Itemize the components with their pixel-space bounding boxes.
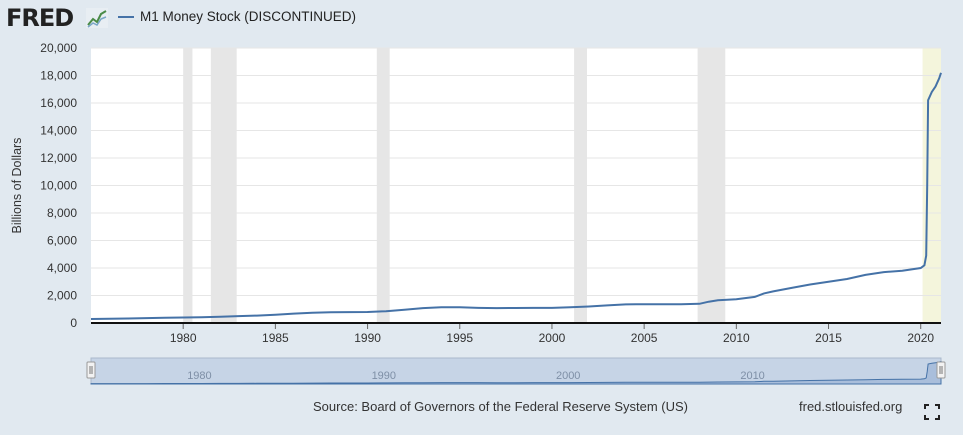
navigator-handle-body[interactable] [86, 361, 96, 379]
chart-legend[interactable]: M1 Money Stock (DISCONTINUED) [118, 9, 356, 24]
navigator-label: 2000 [556, 370, 580, 382]
x-tick-label: 2010 [723, 331, 750, 345]
fred-logo[interactable]: FRED [6, 4, 74, 32]
fred-graph-icon[interactable] [86, 8, 108, 28]
navigator-selection[interactable] [90, 357, 942, 385]
y-tick-label: 6,000 [47, 234, 77, 248]
x-tick-label: 1985 [262, 331, 289, 345]
main-chart[interactable]: 0 2,000 4,000 6,000 8,000 10,000 12,000 14,000 1… [0, 40, 963, 345]
series-line-m1[interactable] [90, 72, 942, 320]
y-tick-label: 4,000 [47, 261, 77, 275]
fullscreen-icon[interactable] [924, 404, 940, 420]
y-tick-label: 8,000 [47, 206, 77, 220]
y-tick-label: 20,000 [40, 41, 77, 55]
x-tick-label: 1990 [354, 331, 381, 345]
y-tick-label: 14,000 [40, 124, 77, 138]
y-tick-label: 12,000 [40, 151, 77, 165]
navigator-right-handle-icon[interactable] [936, 361, 946, 379]
y-tick-label: 18,000 [40, 69, 77, 83]
x-tick-label: 2005 [631, 331, 658, 345]
y-tick-label: 2,000 [47, 289, 77, 303]
y-tick-label: 0 [70, 316, 77, 330]
range-navigator[interactable]: 1980 1990 2000 2010 [0, 352, 963, 392]
navigator-label: 1990 [372, 370, 396, 382]
y-axis-title: Billions of Dollars [10, 138, 24, 234]
x-tick-label: 2000 [539, 331, 566, 345]
y-tick-label: 16,000 [40, 96, 77, 110]
x-tick-label: 1980 [170, 331, 197, 345]
navigator-left-handle-icon[interactable] [86, 361, 96, 379]
site-link[interactable]: fred.stlouisfed.org [799, 399, 903, 414]
navigator-series-area [90, 360, 942, 385]
x-tick-label: 1995 [446, 331, 473, 345]
header: FRED M1 Money Stock (DISCONTINUED) [0, 0, 963, 40]
navigator-handle-body[interactable] [936, 361, 946, 379]
legend-series-swatch [118, 15, 134, 18]
navigator-label: 1980 [187, 370, 211, 382]
source-note: Source: Board of Governors of the Federa… [313, 399, 688, 414]
x-tick-label: 2015 [815, 331, 842, 345]
plot-area: 0 2,000 4,000 6,000 8,000 10,000 12,000 14,000 1… [10, 41, 942, 345]
legend-series-label: M1 Money Stock (DISCONTINUED) [140, 9, 357, 24]
y-tick-label: 10,000 [40, 179, 77, 193]
navigator-label: 2010 [740, 370, 764, 382]
x-tick-label: 2020 [907, 331, 934, 345]
